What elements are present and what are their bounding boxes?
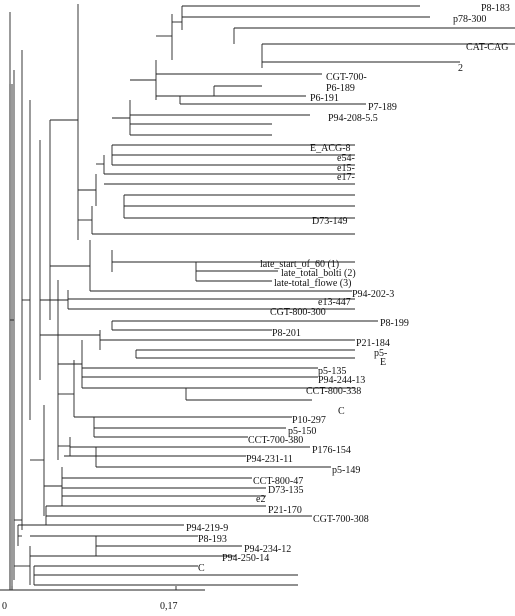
scale-label-zero: 0 <box>2 601 7 612</box>
leaf-label: CCT-800-47 <box>253 476 303 487</box>
leaf-label: P8-193 <box>198 534 227 545</box>
leaf-label: P6-191 <box>310 93 339 104</box>
leaf-label: late-total_flowe (3) <box>274 278 351 289</box>
leaf-label: P94-208-5.5 <box>328 113 378 124</box>
leaf-label: P8-183 <box>481 3 510 14</box>
leaf-label: E <box>380 357 386 368</box>
leaf-label: p78-300 <box>453 14 486 25</box>
leaf-label: p5-150 <box>288 426 316 437</box>
leaf-label: P94-250-14 <box>222 553 269 564</box>
leaf-label: E_ACG-8 <box>310 143 351 154</box>
leaf-label: P8-201 <box>272 328 301 339</box>
leaf-label: e15- <box>337 163 355 174</box>
leaf-label: e13-447 <box>318 297 351 308</box>
leaf-label: p5-135 <box>318 366 346 377</box>
leaf-label: P94-219-9 <box>186 523 228 534</box>
leaf-label: P94-202-3 <box>352 289 394 300</box>
leaf-label: P21-184 <box>356 338 390 349</box>
leaf-label: 2 <box>458 63 463 74</box>
leaf-label: P8-199 <box>380 318 409 329</box>
leaf-label: CAT-CAG <box>466 42 508 53</box>
leaf-label: P7-189 <box>368 102 397 113</box>
leaf-label: P94-244-13 <box>318 375 365 386</box>
leaf-label: C <box>338 406 345 417</box>
leaf-label: e54- <box>337 153 355 164</box>
leaf-label: CCT-800-338 <box>306 386 361 397</box>
leaf-label: p5- <box>374 348 387 359</box>
scale-label-max: 0,17 <box>160 601 178 612</box>
leaf-label: e17- <box>337 172 355 183</box>
leaf-label: P94-231-11 <box>246 454 293 465</box>
leaf-label: late_start_of_60 (1) <box>260 259 339 270</box>
leaf-label: P10-297 <box>292 415 326 426</box>
leaf-label: CGT-800-300 <box>270 307 326 318</box>
dendrogram-branches <box>9 4 515 590</box>
leaf-label: D73-135 <box>268 485 304 496</box>
leaf-label: late_total_bolti (2) <box>281 268 356 279</box>
leaf-label: C <box>198 563 205 574</box>
scale-bar: 0 0,17 <box>0 586 205 612</box>
leaf-label: P176-154 <box>312 445 351 456</box>
leaf-label: CGT-700-308 <box>313 514 369 525</box>
leaf-label: P94-234-12 <box>244 544 291 555</box>
leaf-label: D73-149 <box>312 216 348 227</box>
leaf-label: CGT-700- <box>326 72 367 83</box>
leaf-label: P6-189 <box>326 83 355 94</box>
leaf-label: P21-170 <box>268 505 302 516</box>
leaf-label: p5-149 <box>332 465 360 476</box>
leaf-label: e2 <box>256 494 265 505</box>
leaf-label: CCT-700-380 <box>248 435 303 446</box>
